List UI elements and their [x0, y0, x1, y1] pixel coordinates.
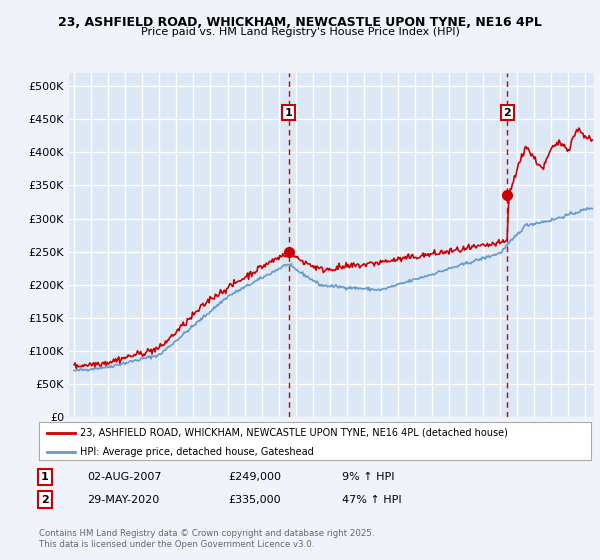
- Text: Contains HM Land Registry data © Crown copyright and database right 2025.
This d: Contains HM Land Registry data © Crown c…: [39, 529, 374, 549]
- Text: 2: 2: [503, 108, 511, 118]
- Text: 9% ↑ HPI: 9% ↑ HPI: [342, 472, 395, 482]
- Text: 23, ASHFIELD ROAD, WHICKHAM, NEWCASTLE UPON TYNE, NE16 4PL (detached house): 23, ASHFIELD ROAD, WHICKHAM, NEWCASTLE U…: [80, 428, 508, 438]
- Text: 2: 2: [41, 494, 49, 505]
- Text: 23, ASHFIELD ROAD, WHICKHAM, NEWCASTLE UPON TYNE, NE16 4PL: 23, ASHFIELD ROAD, WHICKHAM, NEWCASTLE U…: [58, 16, 542, 29]
- Text: £335,000: £335,000: [228, 494, 281, 505]
- Text: 1: 1: [284, 108, 292, 118]
- Text: HPI: Average price, detached house, Gateshead: HPI: Average price, detached house, Gate…: [80, 447, 314, 457]
- Text: £249,000: £249,000: [228, 472, 281, 482]
- Text: 47% ↑ HPI: 47% ↑ HPI: [342, 494, 401, 505]
- Text: Price paid vs. HM Land Registry's House Price Index (HPI): Price paid vs. HM Land Registry's House …: [140, 27, 460, 38]
- Text: 1: 1: [41, 472, 49, 482]
- Text: 29-MAY-2020: 29-MAY-2020: [87, 494, 159, 505]
- Text: 02-AUG-2007: 02-AUG-2007: [87, 472, 161, 482]
